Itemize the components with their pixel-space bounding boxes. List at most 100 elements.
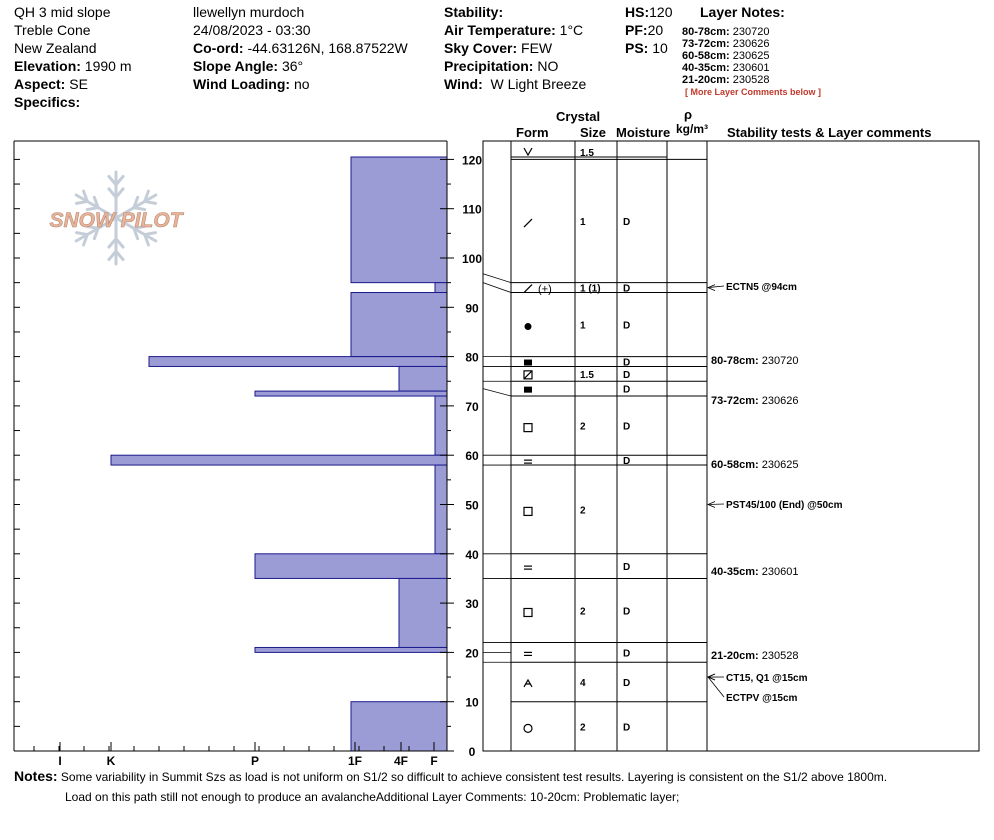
depth-tick-label: 20 xyxy=(465,646,479,660)
depth-connector xyxy=(482,273,512,284)
snowpilot-logo: SNOW PILOT xyxy=(49,170,185,266)
observer: llewellyn murdoch xyxy=(193,4,305,20)
depth-tick-label: 70 xyxy=(465,400,479,414)
layer-table xyxy=(482,140,980,752)
flake-branch xyxy=(132,226,140,241)
depth-tick-label: 100 xyxy=(462,252,482,266)
elevation: Elevation: 1990 m xyxy=(14,58,132,74)
layer-comment: 80-78cm: 230720 xyxy=(711,355,798,367)
notes-line-1: Some variability in Summit Szs as load i… xyxy=(60,770,888,784)
decomposing-icon xyxy=(523,218,533,228)
hardness-bars xyxy=(110,156,448,752)
aspect: Aspect: SE xyxy=(14,76,88,92)
flake-branch xyxy=(114,187,125,199)
test-leader xyxy=(707,503,725,505)
flake-branch xyxy=(107,237,118,249)
layer-comment-label: 21-20cm: xyxy=(711,650,762,662)
hardness-bar xyxy=(254,646,448,653)
layer-comment-value: 230601 xyxy=(762,566,799,578)
moisture-value: D xyxy=(623,456,630,467)
hardness-bar xyxy=(148,356,448,367)
rounded-faceted-icon xyxy=(523,370,533,380)
depth-tick-label: 10 xyxy=(465,696,479,710)
melt-form-icon xyxy=(523,723,533,733)
hardness-bar xyxy=(350,156,448,284)
wind-loading: Wind Loading: no xyxy=(193,76,310,92)
stability-test: PST45/100 (End) @50cm xyxy=(726,500,843,511)
specifics: Specifics: xyxy=(14,94,81,110)
layer-comment-label: 60-58cm: xyxy=(711,459,762,471)
layer-note: 73-72cm: 230626 xyxy=(682,38,770,50)
layer-comments: 80-78cm: 230720 73-72cm: 230626 60-58cm: 2… xyxy=(711,355,798,662)
flake-branch xyxy=(82,189,89,203)
wind: Wind: W Light Breeze xyxy=(444,76,587,92)
layer-comment-label: 73-72cm: xyxy=(711,395,762,407)
depth-axis: 0 10 20 30 40 50 60 70 80 90 100 110 120 xyxy=(440,153,482,759)
layer-comment: 60-58cm: 230625 xyxy=(711,459,798,471)
layer-comment: 21-20cm: 230528 xyxy=(711,650,798,662)
size-header: Size xyxy=(580,125,607,140)
layer-note: 40-35cm: 230601 xyxy=(682,62,770,74)
moisture-value: D xyxy=(623,321,630,332)
form-header: Form xyxy=(516,125,549,140)
flake-branch xyxy=(143,199,158,205)
notes-line-2: Load on this path still not enough to pr… xyxy=(65,790,680,804)
grain-size: 2 xyxy=(580,606,586,617)
stability-test: ECTN5 @94cm xyxy=(726,282,797,293)
density-unit-header: kg/m³ xyxy=(676,122,709,136)
moisture-value: D xyxy=(623,422,630,433)
flake-branch xyxy=(132,195,140,210)
notes: Notes: Some variability in Summit Szs as… xyxy=(14,766,984,807)
hardness-axis: I K P 1F 4F F xyxy=(33,742,438,768)
sky-cover: Sky Cover: FEW xyxy=(444,40,553,56)
layer-comment-value: 230528 xyxy=(762,650,799,662)
flake-branch xyxy=(74,231,89,237)
stability-test: CT15, Q1 @15cm xyxy=(726,673,808,684)
more-layer-comments-link[interactable]: [ More Layer Comments below ] xyxy=(685,87,822,97)
flake-branch xyxy=(107,187,118,199)
test-leader xyxy=(707,676,725,698)
grain-size: 2 xyxy=(580,422,586,433)
hardness-bar xyxy=(350,701,448,752)
hardness-bar xyxy=(254,390,448,397)
grain-size: 4 xyxy=(580,678,586,689)
depth-connector xyxy=(482,282,512,293)
layer-comment-label: 80-78cm: xyxy=(711,355,762,367)
location-country: New Zealand xyxy=(14,40,97,56)
datetime: 24/08/2023 - 03:30 xyxy=(193,22,311,38)
precipitation: Precipitation: NO xyxy=(444,58,559,74)
flake-branch xyxy=(107,174,118,187)
hardness-bar xyxy=(398,577,448,648)
grain-forms: (+) xyxy=(523,147,552,733)
flake-branch xyxy=(85,224,100,230)
moisture-value: D xyxy=(623,722,630,733)
stability-tests: ECTN5 @94cm PST45/100 (End) @50cm CT15, Q1… xyxy=(706,282,843,704)
grain-sizes: 1.5 1 1 (1) 1 1.5 2 2 2 4 2 xyxy=(580,148,601,733)
table-outer xyxy=(482,140,980,752)
coord: Co-ord: -44.63126N, 168.87522W xyxy=(193,40,408,56)
layer-comment-value: 230720 xyxy=(762,355,799,367)
flake-branch xyxy=(114,174,125,187)
layer-comment-value: 230625 xyxy=(762,459,799,471)
flake-branch xyxy=(143,189,150,203)
hardness-bar xyxy=(110,454,448,466)
moisture-value: D xyxy=(623,358,630,369)
decomposing-icon xyxy=(523,284,533,294)
hardness-bar xyxy=(254,553,448,579)
layer-note: 21-20cm: 230528 xyxy=(682,74,770,86)
test-leader xyxy=(707,285,725,288)
hardness-bar xyxy=(398,365,448,392)
moisture-header: Moisture xyxy=(616,125,671,140)
flake-branch xyxy=(143,231,158,237)
rho-header: ρ xyxy=(684,107,693,122)
grain-size: 1.5 xyxy=(580,148,594,159)
ps: PS: 10 xyxy=(625,40,668,56)
flake-branch xyxy=(82,233,89,247)
crystal-header: Crystal xyxy=(556,109,601,124)
test-arrow xyxy=(706,501,716,508)
graupel-icon xyxy=(523,147,533,157)
depth-tick-label: 60 xyxy=(465,449,479,463)
depth-connector xyxy=(482,388,512,397)
depth-tick-label: 50 xyxy=(465,499,479,513)
layer-notes-title: Layer Notes: xyxy=(700,4,785,20)
